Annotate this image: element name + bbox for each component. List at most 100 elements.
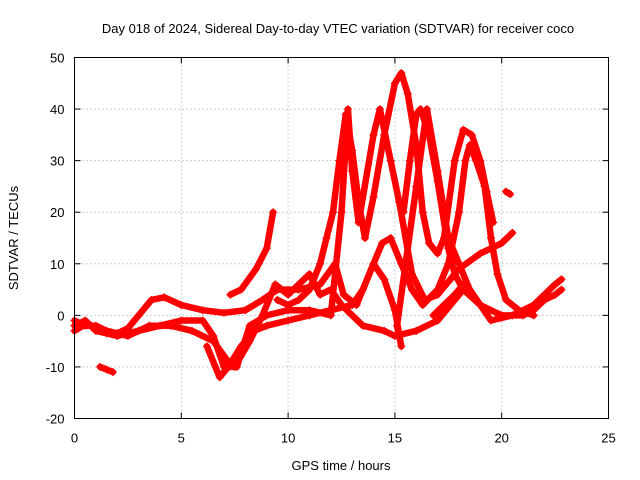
y-tick-label: 30	[50, 154, 64, 169]
y-tick-label: 50	[50, 51, 64, 66]
data-point-marker	[397, 68, 406, 77]
data-point-marker	[237, 285, 246, 294]
data-point-marker	[328, 208, 337, 217]
data-point-marker	[262, 321, 271, 330]
data-point-marker	[467, 130, 476, 139]
plot-frame	[74, 57, 609, 419]
y-tick-label: -20	[46, 412, 65, 427]
data-point-marker	[493, 270, 502, 279]
data-point-marker	[386, 156, 395, 165]
data-point-marker	[294, 285, 303, 294]
data-point-marker	[551, 290, 560, 299]
y-tick-label: 10	[50, 257, 64, 272]
data-point-marker	[258, 311, 267, 320]
data-point-marker	[360, 234, 369, 242]
data-point-marker	[241, 306, 250, 315]
data-point-marker	[160, 293, 169, 302]
data-point-marker	[348, 146, 357, 155]
data-point-marker	[459, 280, 468, 289]
data-point-marker	[501, 187, 510, 196]
data-point-marker	[444, 244, 453, 253]
data-point-marker	[102, 365, 111, 374]
data-point-marker	[487, 234, 496, 242]
y-tick-label: 0	[57, 308, 64, 323]
data-point-marker	[113, 329, 122, 338]
data-point-marker	[418, 208, 427, 217]
x-tick-label: 25	[601, 431, 615, 446]
data-point-marker	[348, 301, 357, 310]
data-point-marker	[202, 342, 211, 351]
data-point-marker	[271, 280, 280, 289]
data-point-marker	[245, 321, 254, 330]
data-point-marker	[386, 234, 395, 242]
data-point-marker	[155, 321, 164, 330]
data-point-marker	[337, 208, 346, 217]
data-point-marker	[476, 156, 485, 165]
data-point-marker	[369, 130, 378, 139]
data-point-marker	[326, 285, 335, 294]
data-point-marker	[461, 156, 470, 165]
data-point-marker	[224, 362, 233, 371]
series-track-10	[501, 187, 515, 199]
data-point-marker	[339, 290, 348, 299]
x-tick-label: 0	[71, 431, 78, 446]
data-point-marker	[454, 259, 463, 268]
data-point-marker	[459, 125, 468, 134]
data-point-marker	[487, 316, 496, 325]
data-point-marker	[476, 249, 485, 258]
series-track-5	[202, 141, 538, 382]
data-point-marker	[450, 156, 459, 165]
data-point-marker	[506, 190, 515, 199]
data-point-marker	[252, 264, 261, 273]
data-point-marker	[497, 239, 506, 248]
data-point-marker	[316, 280, 325, 289]
data-point-marker	[450, 270, 459, 279]
data-point-marker	[331, 259, 340, 268]
series-track-8	[399, 105, 468, 294]
data-point-marker	[425, 239, 434, 248]
x-tick-label: 10	[281, 431, 295, 446]
data-point-marker	[96, 362, 105, 371]
y-tick-label: 40	[50, 102, 64, 117]
data-point-marker	[198, 306, 207, 315]
data-point-marker	[187, 326, 196, 335]
data-point-marker	[198, 316, 207, 325]
data-point-marker	[405, 156, 414, 165]
data-point-marker	[407, 285, 416, 294]
data-point-marker	[220, 308, 229, 317]
data-point-marker	[83, 319, 92, 328]
data-point-marker	[123, 324, 132, 333]
x-tick-label: 20	[494, 431, 508, 446]
data-point-marker	[305, 285, 314, 294]
data-point-marker	[501, 295, 510, 304]
data-point-marker	[450, 290, 459, 299]
axis-ticks: 0 5 10 15 20 25 -20 -10 0 10 20 30 40 50	[46, 51, 616, 446]
data-point-marker	[378, 239, 387, 248]
data-point-marker	[177, 301, 186, 310]
data-point-marker	[482, 187, 491, 196]
data-point-marker	[134, 326, 143, 335]
data-point-marker	[284, 316, 293, 325]
data-point-marker	[557, 285, 566, 294]
data-point-marker	[380, 130, 389, 139]
data-point-marker	[369, 192, 378, 201]
data-point-marker	[316, 259, 325, 268]
x-axis-label: GPS time / hours	[292, 458, 391, 473]
y-tick-label: 20	[50, 205, 64, 220]
data-point-marker	[403, 89, 412, 98]
data-point-marker	[433, 285, 442, 294]
series-line	[430, 281, 467, 319]
data-point-marker	[341, 110, 350, 119]
data-point-marker	[215, 373, 224, 382]
data-point-marker	[269, 208, 278, 217]
series-track-6	[226, 208, 278, 299]
data-point-marker	[529, 301, 538, 310]
data-point-marker	[262, 244, 271, 253]
x-tick-label: 5	[178, 431, 185, 446]
data-point-marker	[305, 270, 314, 279]
data-point-marker	[433, 316, 442, 325]
data-point-marker	[412, 110, 421, 119]
data-point-marker	[433, 177, 442, 186]
